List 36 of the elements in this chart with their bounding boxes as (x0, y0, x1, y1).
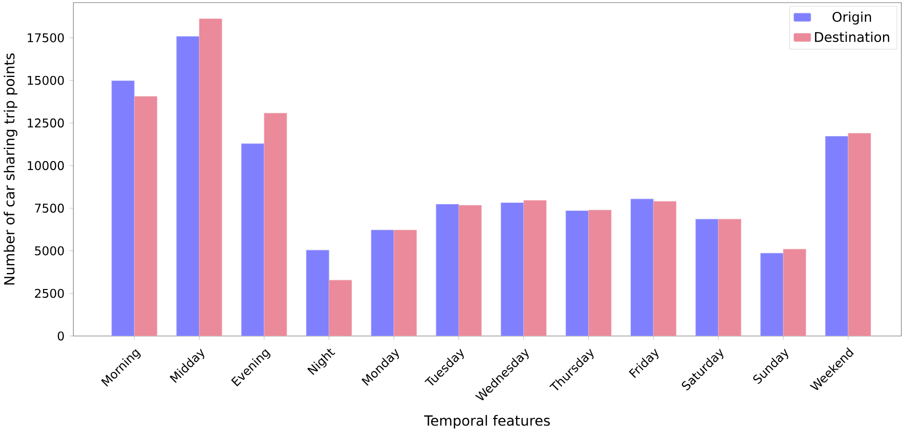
bar (848, 133, 872, 336)
bar (523, 200, 547, 336)
legend-label: Origin (832, 12, 872, 25)
y-tick-label: 12500 (28, 118, 64, 128)
y-axis-title: Number of car sharing trip points (4, 53, 18, 285)
bar (630, 198, 654, 336)
bar (783, 248, 806, 336)
x-axis-title: Temporal features (424, 414, 550, 429)
bar (176, 36, 200, 336)
bar (264, 112, 288, 336)
y-tick-label: 15000 (28, 76, 64, 85)
bar (328, 280, 352, 336)
y-tick-label: 2500 (34, 288, 64, 298)
bar (695, 218, 719, 336)
bar (653, 201, 676, 336)
y-tick-label: 5000 (35, 246, 64, 256)
bar (134, 96, 158, 336)
bar (370, 230, 394, 336)
bar (718, 218, 742, 336)
bar (241, 143, 264, 336)
bar (436, 204, 459, 336)
bar (825, 136, 848, 336)
bar (588, 210, 612, 336)
bar (566, 210, 589, 336)
bar (458, 205, 482, 336)
y-tick-label: 17500 (28, 33, 64, 42)
y-tick-label: 10000 (28, 161, 64, 170)
bar (306, 250, 330, 336)
bar (500, 202, 524, 336)
y-tick-label: 7500 (35, 204, 64, 213)
bar (111, 80, 135, 336)
bar (394, 230, 417, 336)
y-tick-label: 0 (58, 331, 64, 341)
bar (199, 18, 222, 336)
bar (760, 252, 784, 336)
legend-label: Destination (815, 32, 890, 42)
